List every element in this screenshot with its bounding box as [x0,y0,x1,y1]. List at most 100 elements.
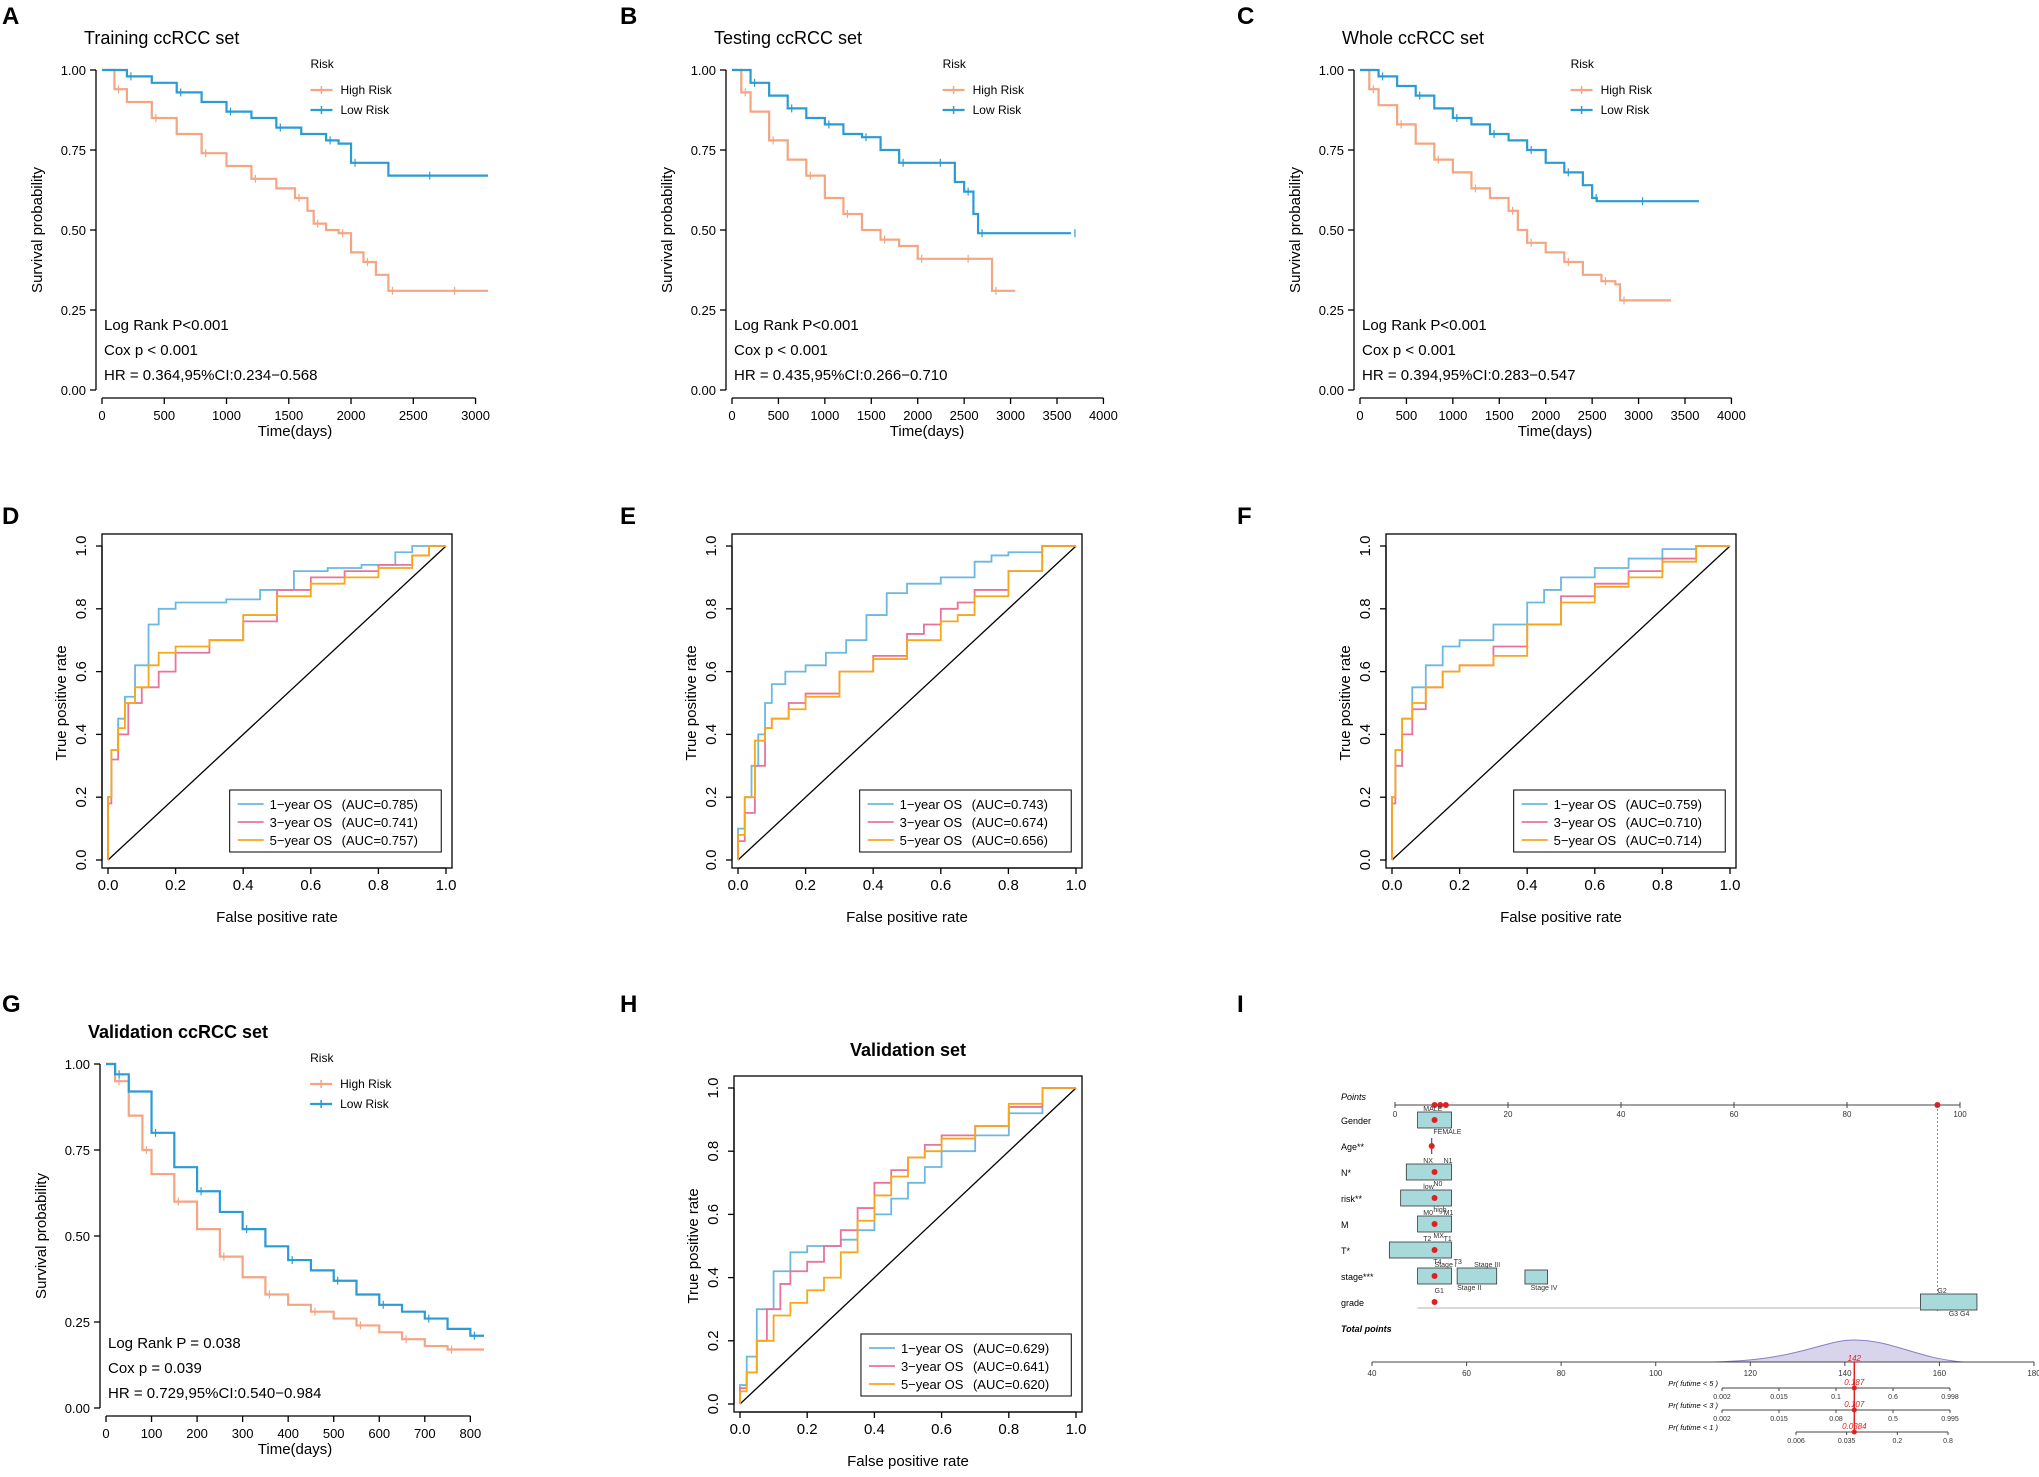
prob-value: 0.0384 [1842,1422,1867,1431]
legend-auc: (AUC=0.641) [973,1359,1049,1374]
legend-title: Risk [310,57,334,71]
diagonal-reference [107,545,447,861]
x-tick-label: 0.6 [1584,877,1605,894]
km-panel-c: 0.00 0.25 0.50 0.75 1.00 0 500 1000 1500 2000 2500… [1287,28,1746,440]
legend-label: High Risk [340,1077,392,1091]
legend-auc: (AUC=0.620) [973,1377,1049,1392]
prob-tick-label: 0.006 [1787,1438,1805,1445]
x-tick-label: 500 [153,408,175,423]
x-tick-label: 100 [141,1426,163,1441]
y-axis-label: True positive rate [53,645,70,760]
y-axis-label: Survival probability [33,1173,50,1299]
y-tick-label: 0.75 [65,1143,90,1158]
x-tick-label: 0.4 [233,877,254,894]
x-tick-label: 0.8 [1652,877,1673,894]
y-tick-label: 0.00 [691,383,716,398]
x-tick-label: 1.0 [436,877,457,894]
chart-title: Whole ccRCC set [1342,28,1484,48]
stat-text: Log Rank P<0.001 [734,317,859,334]
x-tick-label: 200 [186,1426,208,1441]
nomogram-box [1920,1293,1978,1311]
y-axis-label: Survival probability [1287,167,1304,293]
points-label: Points [1341,1092,1367,1102]
legend-label: 5−year OS [900,833,963,848]
panel-letter-e: E [620,503,636,530]
x-tick-label: 400 [277,1426,299,1441]
y-axis-label: True positive rate [685,1188,702,1303]
nomogram-level-label: N0 [1433,1181,1442,1188]
x-tick-label: 2000 [903,408,932,423]
total-points-label: Total points [1341,1324,1392,1334]
nomogram-level-label: Stage I [1435,1262,1457,1269]
stat-text: HR = 0.729,95%CI:0.540−0.984 [108,1385,322,1402]
y-tick-label: 0.4 [73,724,90,745]
legend-label: 5−year OS [901,1377,964,1392]
x-axis-label: False positive rate [1500,909,1622,926]
roc-panel-h: 0.0 0.2 0.4 0.6 0.8 1.0 0.0 0.2 0.4 0.6 0.8 1.0 Vali… [685,1040,1086,1470]
x-tick-label: 500 [323,1426,345,1441]
y-tick-label: 0.6 [1357,661,1374,682]
roc-curve-1yr [737,545,1076,860]
x-tick-label: 3000 [996,408,1025,423]
legend-title: Risk [943,57,967,71]
legend-label: Low Risk [1601,103,1651,117]
x-tick-label: 2000 [1531,408,1560,423]
y-tick-label: 1.00 [691,63,716,78]
nomogram-level-label: N1 [1444,1158,1453,1165]
nomogram-panel: Points 0 20 40 60 80 100 Gender MALE FEMALE Age** N… [1341,1092,2039,1445]
nomogram-row-label: grade [1341,1298,1364,1308]
x-tick-label: 1.0 [1066,877,1087,894]
roc-curve-5yr [737,545,1076,860]
x-tick-label: 0.4 [1517,877,1538,894]
total-tick-label: 60 [1462,1369,1471,1378]
x-tick-label: 0.2 [797,1421,818,1438]
y-tick-label: 0.2 [73,787,90,808]
stat-text: HR = 0.394,95%CI:0.283−0.547 [1362,367,1576,384]
x-tick-label: 300 [232,1426,254,1441]
y-tick-label: 0.2 [705,1330,722,1351]
nomogram-box [1524,1269,1548,1285]
x-tick-label: 2500 [1578,408,1607,423]
nomogram-level-label: M1 [1444,1210,1454,1217]
stat-text: HR = 0.364,95%CI:0.234−0.568 [104,367,318,384]
x-tick-label: 3500 [1043,408,1072,423]
chart-title: Validation set [850,1040,966,1060]
legend-label: 5−year OS [1554,833,1617,848]
y-tick-label: 0.0 [1357,850,1374,871]
km-curve-high-risk [102,68,488,292]
nomogram-level-label: M0 [1423,1210,1433,1217]
points-tick-label: 60 [1730,1110,1739,1119]
nomogram-row-label: T* [1341,1246,1350,1256]
legend-label: 3−year OS [270,815,333,830]
legend-label: 1−year OS [270,797,333,812]
x-tick-label: 0 [102,1426,109,1441]
prob-value: 0.107 [1844,1400,1865,1409]
roc-curve-1yr [739,1087,1076,1404]
prob-tick-label: 0.002 [1713,1394,1731,1401]
prob-tick-label: 0.5 [1888,1416,1898,1423]
legend-label: High Risk [1601,83,1653,97]
legend-auc: (AUC=0.629) [973,1341,1049,1356]
nomogram-level-label: NX [1423,1158,1433,1165]
x-tick-label: 0 [1356,408,1363,423]
stat-text: Cox p = 0.039 [108,1360,202,1377]
points-marker [1431,1102,1438,1108]
roc-panel-e: 0.0 0.2 0.4 0.6 0.8 1.0 0.0 0.2 0.4 0.6 0.8 1.0 Fals… [683,533,1087,926]
y-tick-label: 0.4 [705,1267,722,1288]
nomogram-level-label: low [1423,1184,1434,1191]
x-tick-label: 0 [728,408,735,423]
nomogram-row-label: Age** [1341,1142,1365,1152]
nomogram-marker [1431,1195,1438,1201]
x-axis-label: Time(days) [1518,423,1592,440]
prob-tick-label: 0.1 [1831,1394,1841,1401]
x-tick-label: 0 [98,408,105,423]
y-tick-label: 1.00 [61,63,86,78]
y-axis-label: True positive rate [1337,645,1354,760]
prob-value: 0.187 [1844,1378,1865,1387]
y-axis-label: Survival probability [29,167,46,293]
total-points-value: 142 [1848,1354,1862,1363]
km-panel-a: 0.00 0.25 0.50 0.75 1.00 0 500 1000 1500 2000 2500… [29,28,490,440]
x-tick-label: 4000 [1717,408,1746,423]
stat-text: Cox p < 0.001 [1362,342,1456,359]
prob-tick-label: 0.015 [1770,1394,1788,1401]
